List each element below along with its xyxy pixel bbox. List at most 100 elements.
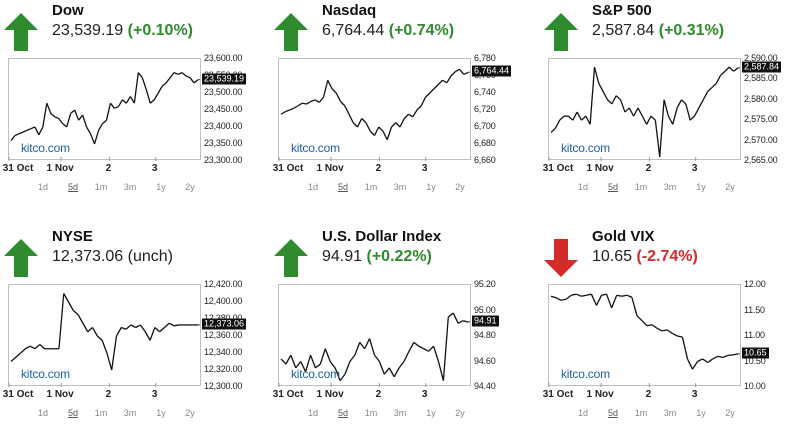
- price-segment: [663, 99, 670, 117]
- price-segment: [314, 99, 320, 103]
- x-tick-label: 2: [105, 163, 112, 174]
- brand-label: kitco.com: [21, 367, 70, 381]
- price-segment: [403, 351, 410, 362]
- price-segment: [149, 99, 155, 104]
- range-option-1y[interactable]: 1y: [156, 182, 166, 192]
- range-option-2y[interactable]: 2y: [185, 408, 195, 418]
- current-value-label: 23,539.19: [202, 73, 247, 85]
- range-option-1y[interactable]: 1y: [696, 182, 706, 192]
- range-option-5d[interactable]: 5d: [607, 182, 619, 192]
- price-segment: [432, 346, 440, 362]
- chart-plot[interactable]: kitco.com: [278, 284, 472, 387]
- price-segment: [707, 87, 713, 93]
- range-option-5d[interactable]: 5d: [67, 182, 79, 192]
- range-option-1y[interactable]: 1y: [156, 408, 166, 418]
- chart-plot[interactable]: kitco.com: [548, 58, 742, 161]
- index-change: (-2.74%): [636, 248, 698, 265]
- range-option-1y[interactable]: 1y: [426, 408, 436, 418]
- index-name: Nasdaq: [322, 2, 377, 19]
- price-segment: [631, 297, 638, 316]
- price-segment: [26, 128, 32, 131]
- y-tick-label: 2,575.00: [744, 114, 778, 125]
- price-segment: [280, 111, 286, 115]
- price-segment: [462, 320, 469, 323]
- price-segment: [106, 352, 113, 371]
- price-segment: [130, 324, 136, 329]
- chart-plot[interactable]: kitco.com: [8, 284, 202, 387]
- range-option-1d[interactable]: 1d: [577, 408, 589, 418]
- range-option-1d[interactable]: 1d: [307, 182, 319, 192]
- line-chart: [278, 68, 472, 161]
- range-option-1d[interactable]: 1d: [307, 408, 319, 418]
- price-segment: [165, 77, 171, 84]
- range-option-1y[interactable]: 1y: [696, 408, 706, 418]
- chart-plot[interactable]: kitco.com: [278, 58, 472, 161]
- y-tick-label: 23,350.00: [204, 138, 243, 148]
- price-segment: [728, 66, 735, 72]
- price-segment: [685, 103, 691, 121]
- price-segment: [324, 348, 331, 362]
- range-option-1d[interactable]: 1d: [37, 408, 49, 418]
- price-segment: [650, 115, 656, 121]
- x-tick-label: 2: [105, 389, 112, 400]
- price-segment: [34, 126, 40, 136]
- range-option-5d[interactable]: 5d: [67, 408, 79, 418]
- price-segment: [560, 298, 567, 301]
- range-option-5d[interactable]: 5d: [607, 408, 619, 418]
- index-change: (+0.22%): [366, 248, 432, 265]
- market-panel[interactable]: S&P 500 2,587.84 (+0.31%) kitco.com 2,590.0…: [540, 0, 800, 205]
- range-option-2y[interactable]: 2y: [725, 182, 735, 192]
- index-name: Dow: [52, 2, 84, 19]
- market-panel[interactable]: U.S. Dollar Index 94.91 (+0.22%) kitco.com…: [270, 226, 532, 424]
- price-segment: [359, 341, 366, 350]
- range-option-2y[interactable]: 2y: [455, 182, 465, 192]
- range-option-5d[interactable]: 5d: [337, 408, 349, 418]
- range-option-3m[interactable]: 3m: [663, 182, 677, 192]
- price-segment: [39, 344, 45, 350]
- y-tick-label: 23,400.00: [204, 121, 243, 131]
- range-option-3m[interactable]: 3m: [123, 182, 137, 192]
- range-option-2y[interactable]: 2y: [185, 182, 195, 192]
- index-price: 10.65: [592, 248, 633, 265]
- chart-plot[interactable]: kitco.com: [8, 58, 202, 161]
- range-option-1d[interactable]: 1d: [577, 182, 589, 192]
- range-option-1m[interactable]: 1m: [364, 182, 378, 192]
- range-option-3m[interactable]: 3m: [393, 408, 407, 418]
- range-option-1m[interactable]: 1m: [634, 408, 648, 418]
- chart-plot[interactable]: kitco.com: [548, 284, 742, 387]
- x-tick-label: 31 Oct: [542, 389, 574, 400]
- range-option-1m[interactable]: 1m: [94, 408, 108, 418]
- range-option-1m[interactable]: 1m: [634, 182, 648, 192]
- market-panel[interactable]: Nasdaq 6,764.44 (+0.74%) kitco.com 6,780 6,7…: [270, 0, 532, 205]
- price-segment: [289, 107, 294, 111]
- price-segment: [378, 126, 384, 132]
- price-segment: [626, 294, 633, 298]
- index-price: 23,539.19: [52, 22, 124, 39]
- range-option-1y[interactable]: 1y: [426, 182, 436, 192]
- current-value-label: 12,373.06: [202, 318, 247, 330]
- y-tick-label: 23,300.00: [204, 155, 243, 165]
- x-tick-label: 2: [375, 163, 382, 174]
- price-segment: [58, 293, 65, 349]
- price-segment: [393, 367, 400, 378]
- market-panel[interactable]: Dow 23,539.19 (+0.10%) kitco.com 23,600.00 2…: [0, 0, 262, 205]
- range-option-3m[interactable]: 3m: [393, 182, 407, 192]
- range-option-1m[interactable]: 1m: [94, 182, 108, 192]
- y-tick-label: 23,500.00: [204, 87, 243, 97]
- range-option-2y[interactable]: 2y: [455, 408, 465, 418]
- price-segment: [177, 72, 183, 75]
- price-segment: [29, 345, 36, 350]
- price-segment: [463, 71, 469, 75]
- range-option-3m[interactable]: 3m: [663, 408, 677, 418]
- range-option-2y[interactable]: 2y: [725, 408, 735, 418]
- range-option-3m[interactable]: 3m: [123, 408, 137, 418]
- market-panel[interactable]: NYSE 12,373.06 (unch) kitco.com 12,420.00 12…: [0, 226, 262, 424]
- range-option-1m[interactable]: 1m: [364, 408, 378, 418]
- range-option-1d[interactable]: 1d: [37, 182, 49, 192]
- range-selector: 1d 5d 1m 3m 1y 2y: [28, 408, 208, 422]
- range-option-5d[interactable]: 5d: [337, 182, 349, 192]
- price-segment: [416, 105, 422, 111]
- market-panel[interactable]: Gold VIX 10.65 (-2.74%) kitco.com 12.00 11.5…: [540, 226, 800, 424]
- price-segment: [135, 324, 141, 329]
- price-segment: [354, 342, 361, 356]
